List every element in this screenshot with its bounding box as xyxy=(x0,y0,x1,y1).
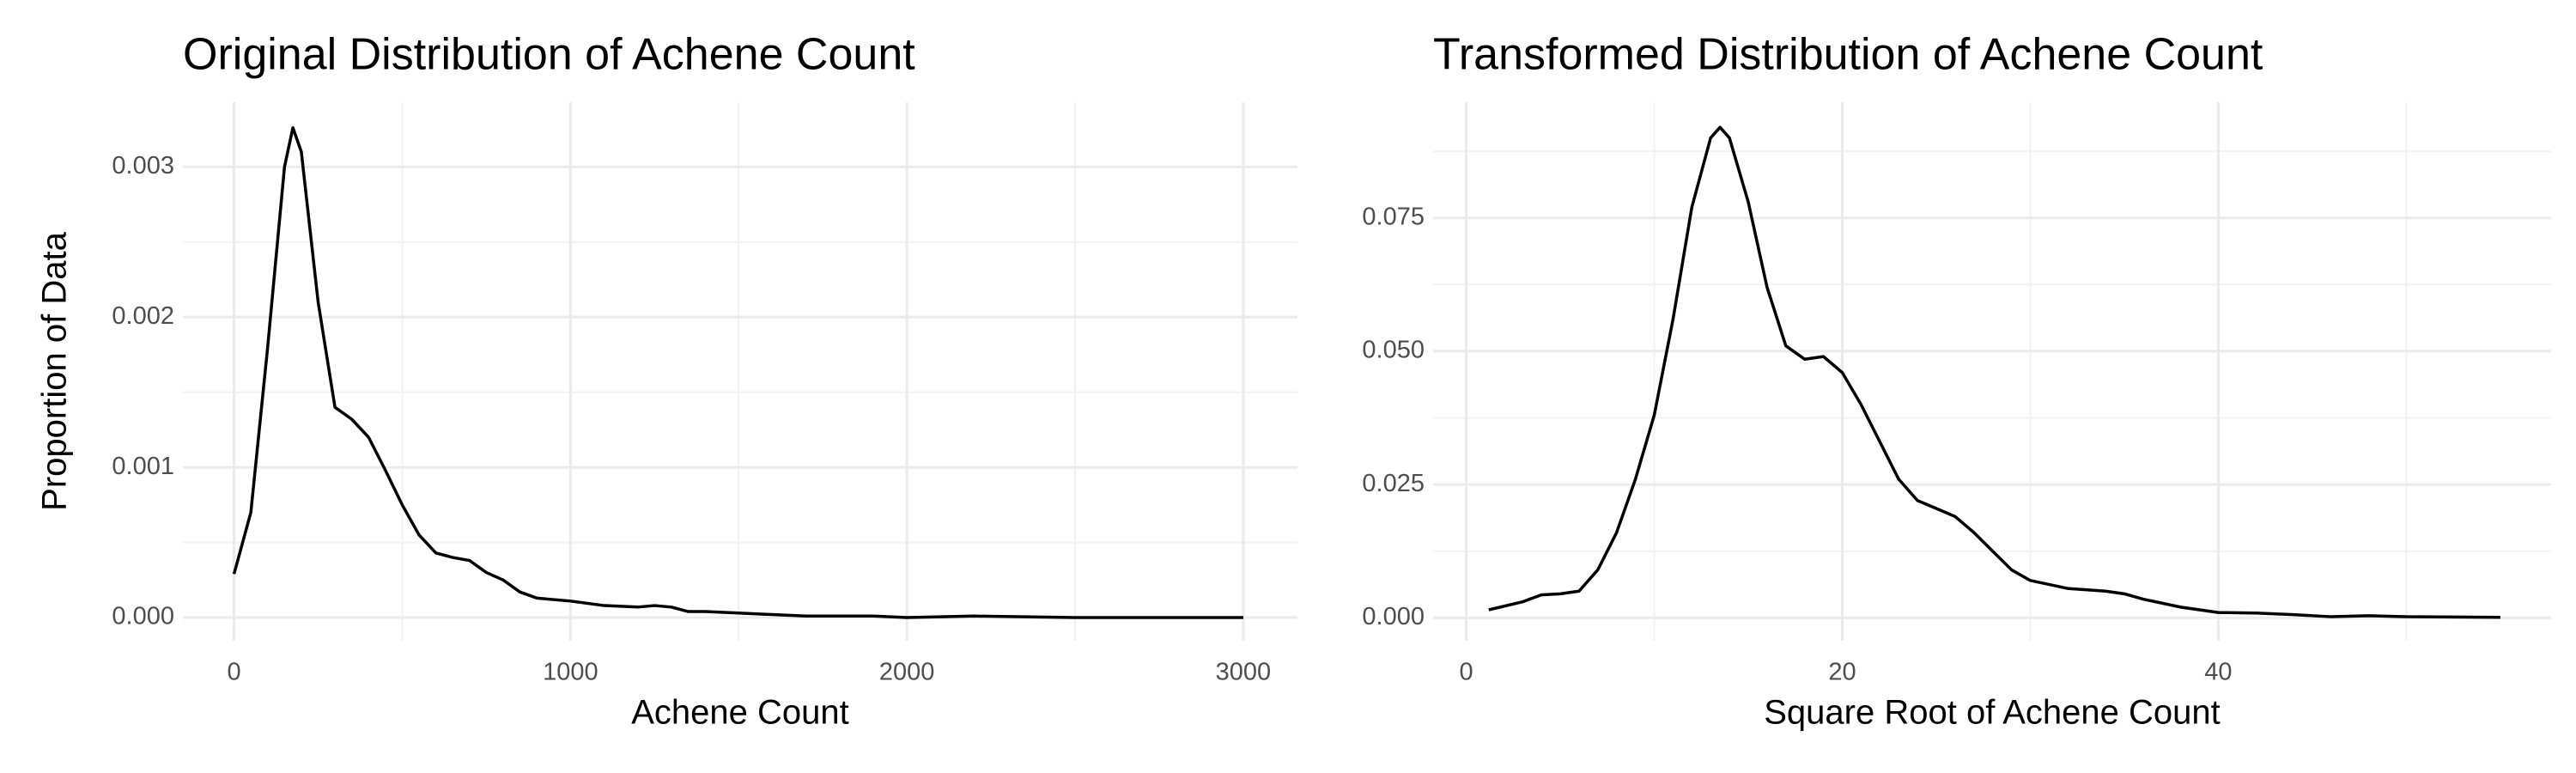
chart-title: Original Distribution of Achene Count xyxy=(183,30,915,80)
y-tick-label: 0.000 xyxy=(1362,603,1425,630)
x-tick-label: 40 xyxy=(2204,659,2232,686)
density-line xyxy=(232,125,1243,619)
y-tick-label: 0.002 xyxy=(112,302,174,330)
density-line xyxy=(1488,125,2500,619)
x-tick-label: 20 xyxy=(1828,659,1856,686)
x-tick-label: 3000 xyxy=(1216,659,1272,686)
y-tick-label: 0.003 xyxy=(112,152,174,180)
y-tick-label: 0.075 xyxy=(1362,203,1425,230)
x-tick-label: 2000 xyxy=(879,659,935,686)
x-axis-title: Achene Count xyxy=(631,694,849,732)
y-axis-title: Proportion of Data xyxy=(36,231,74,510)
y-tick-label: 0.050 xyxy=(1362,337,1425,364)
y-tick-label: 0.000 xyxy=(112,603,174,630)
y-tick-label: 0.001 xyxy=(112,453,174,480)
x-tick-label: 0 xyxy=(1459,659,1473,686)
x-tick-label: 1000 xyxy=(543,659,598,686)
x-axis-title: Square Root of Achene Count xyxy=(1764,694,2220,732)
chart-title: Transformed Distribution of Achene Count xyxy=(1433,30,2263,80)
x-tick-label: 0 xyxy=(227,659,240,686)
y-tick-label: 0.025 xyxy=(1362,470,1425,497)
